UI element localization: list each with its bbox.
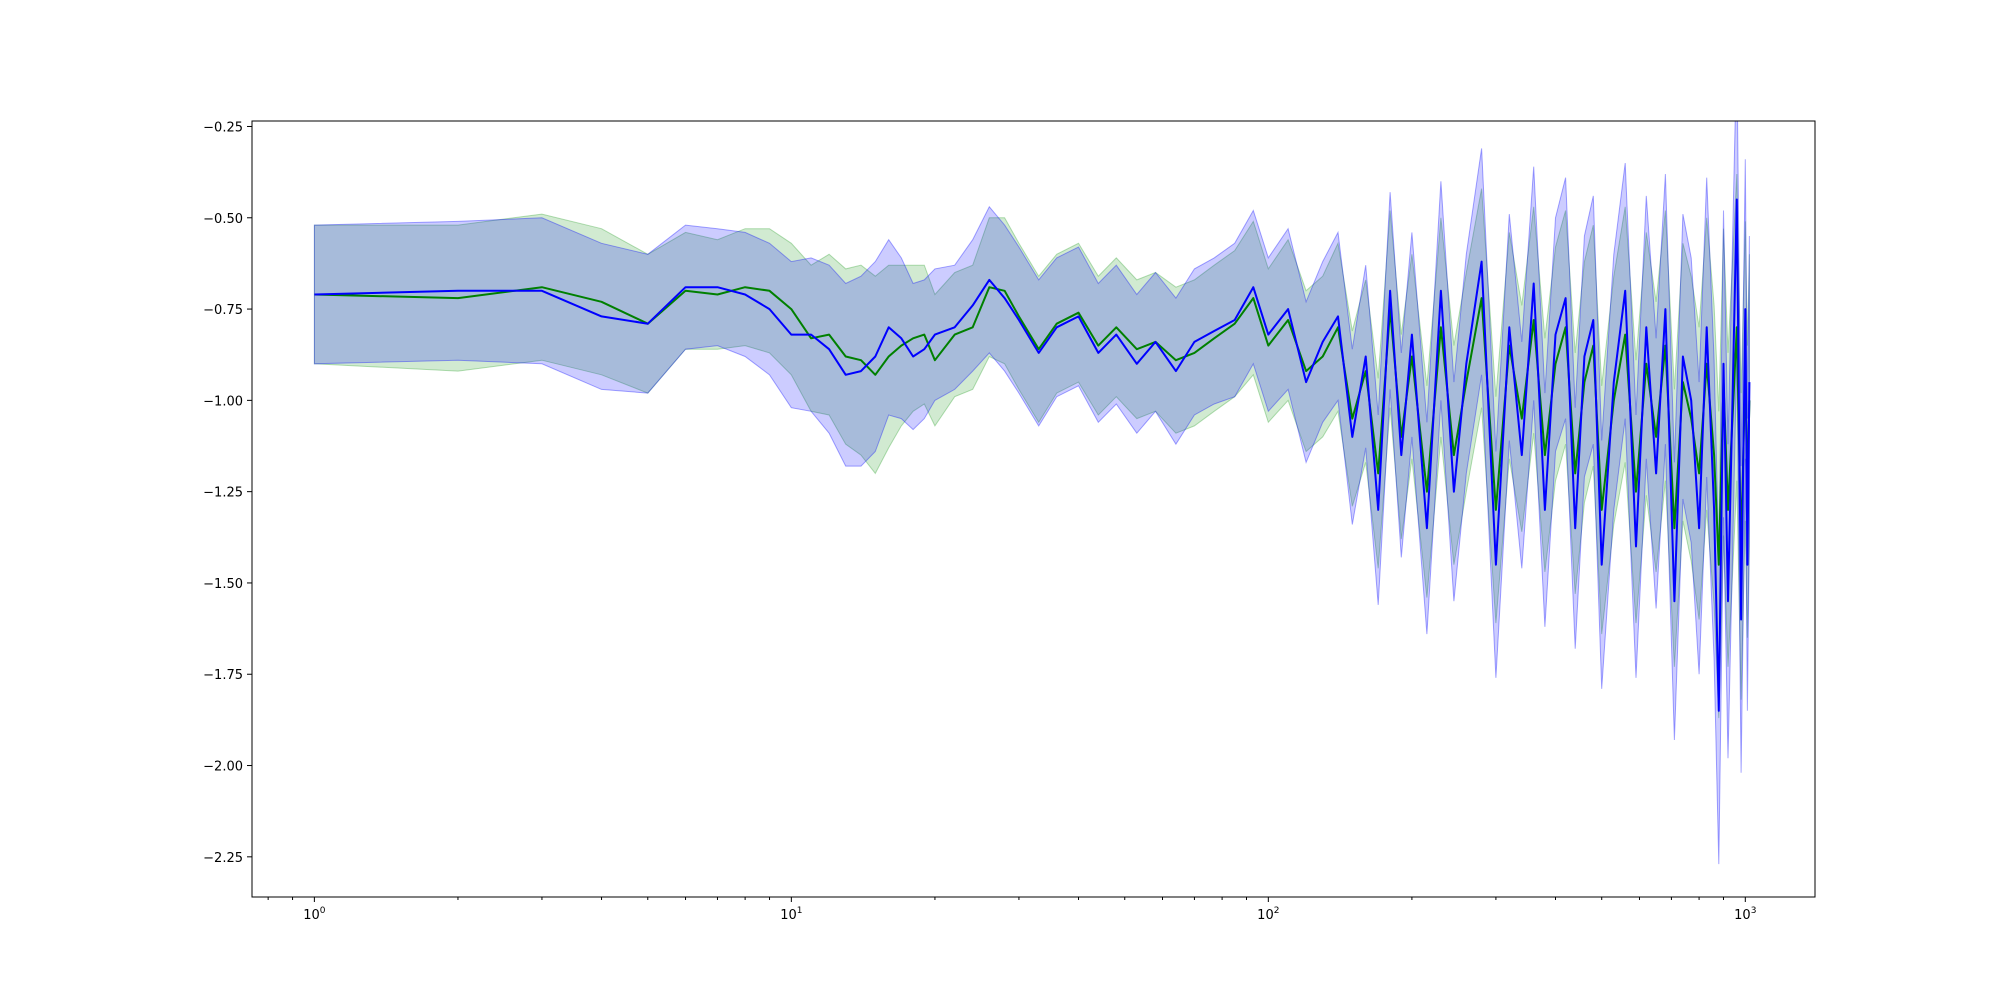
x-tick-label: 100 — [303, 906, 326, 923]
y-tick-label: −2.25 — [203, 851, 243, 866]
y-axis: −0.25 −0.50 −0.75 −1.00 −1.25 −1.50 −1.75 −2.00… — [203, 120, 252, 866]
series-1-line — [314, 286, 1751, 566]
y-tick-label: −2.00 — [203, 760, 243, 775]
y-tick-label: −0.50 — [203, 212, 243, 227]
series-2-line — [314, 198, 1751, 712]
series-lines — [314, 198, 1751, 712]
y-tick-label: −1.25 — [203, 486, 243, 501]
x-axis: 100 101 102 103 — [267, 897, 1756, 923]
x-tick-label: 102 — [1257, 906, 1279, 923]
plot-frame — [251, 120, 1816, 898]
x-tick-label: 103 — [1734, 906, 1756, 923]
y-tick-label: −1.00 — [203, 394, 243, 409]
y-tick-label: −1.75 — [203, 668, 243, 683]
x-tick-label: 101 — [780, 906, 802, 923]
y-tick-label: −0.75 — [203, 303, 243, 318]
y-tick-label: −1.50 — [203, 577, 243, 592]
y-tick-label: −0.25 — [203, 120, 243, 135]
